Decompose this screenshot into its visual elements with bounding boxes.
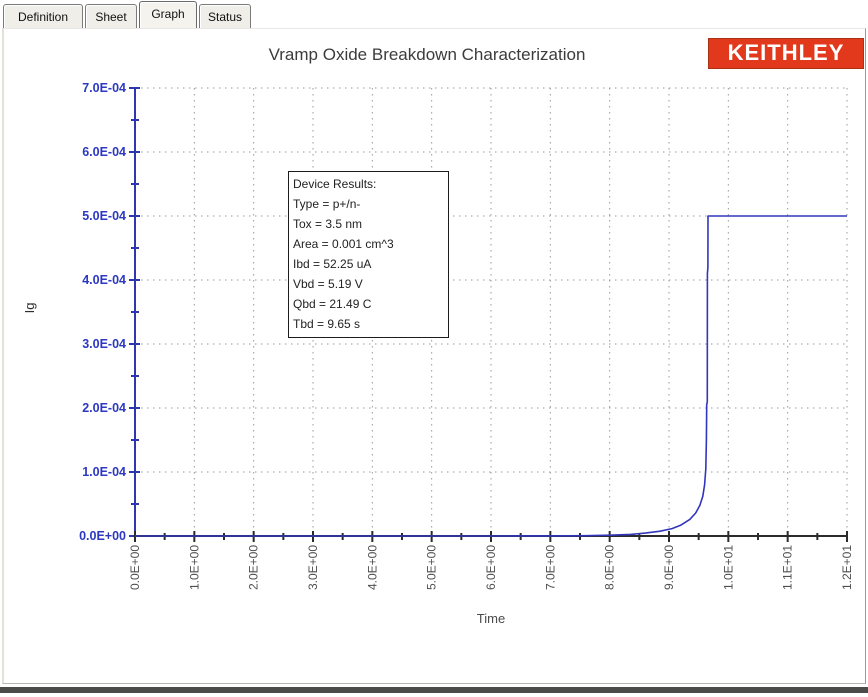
y-tick-label: 0.0E+00 xyxy=(79,529,126,543)
tab-definition[interactable]: Definition xyxy=(3,4,83,28)
x-axis-title: Time xyxy=(477,611,505,626)
tick-label-layer: 0.0E+00 1.0E-04 2.0E-04 3.0E-04 4.0E-04 5.0E-… xyxy=(79,81,854,590)
x-tick-label: 8.0E+00 xyxy=(603,545,617,590)
tab-status[interactable]: Status xyxy=(199,4,251,28)
x-tick-label: 0.0E+00 xyxy=(128,545,142,590)
x-tick-label: 9.0E+00 xyxy=(662,545,676,590)
annotation-line: Tbd = 9.65 s xyxy=(293,317,361,331)
annotation-line: Qbd = 21.49 C xyxy=(293,297,372,311)
x-tick-label: 4.0E+00 xyxy=(365,545,379,590)
y-tick-label: 5.0E-04 xyxy=(82,209,126,223)
series-layer xyxy=(135,215,847,537)
grid-layer xyxy=(135,87,848,536)
x-tick-label: 1.0E+01 xyxy=(721,545,735,590)
x-tick-label: 7.0E+00 xyxy=(543,545,557,590)
graph-panel: Vramp Oxide Breakdown Characterization K… xyxy=(2,28,866,684)
annotation-line: Device Results: xyxy=(293,177,377,191)
x-tick-label: 6.0E+00 xyxy=(484,545,498,590)
y-tick-label: 2.0E-04 xyxy=(82,401,126,415)
y-axis-title: Ig xyxy=(22,303,37,314)
y-tick-label: 4.0E-04 xyxy=(82,273,126,287)
tab-sheet[interactable]: Sheet xyxy=(85,4,137,28)
y-tick-label: 7.0E-04 xyxy=(82,81,126,95)
x-tick-label: 3.0E+00 xyxy=(306,545,320,590)
annotation-line: Area = 0.001 cm^3 xyxy=(293,237,394,251)
y-tick-label: 3.0E-04 xyxy=(82,337,126,351)
window-bottom-edge xyxy=(0,687,868,693)
data-series-ig xyxy=(135,215,847,537)
x-tick-label: 1.1E+01 xyxy=(781,545,795,590)
device-results-annotation: Device Results: Type = p+/n- Tox = 3.5 n… xyxy=(288,171,449,338)
x-tick-label: 5.0E+00 xyxy=(425,545,439,590)
annotation-line: Ibd = 52.25 uA xyxy=(293,257,372,271)
y-tick-label: 6.0E-04 xyxy=(82,145,126,159)
annotation-line: Type = p+/n- xyxy=(293,197,361,211)
y-tick-label: 1.0E-04 xyxy=(82,465,126,479)
keithley-logo: KEITHLEY xyxy=(708,38,864,69)
tab-strip: Definition Sheet Graph Status xyxy=(0,0,868,28)
axis-layer xyxy=(129,87,848,542)
annotation-line: Vbd = 5.19 V xyxy=(293,277,363,291)
chart-title: Vramp Oxide Breakdown Characterization xyxy=(268,45,586,64)
tab-graph[interactable]: Graph xyxy=(139,1,197,28)
x-tick-label: 2.0E+00 xyxy=(247,545,261,590)
x-tick-label: 1.2E+01 xyxy=(840,545,854,590)
chart-plot: 0.0E+00 1.0E-04 2.0E-04 3.0E-04 4.0E-04 5.0E-… xyxy=(22,81,854,626)
annotation-line: Tox = 3.5 nm xyxy=(293,217,363,231)
x-tick-label: 1.0E+00 xyxy=(187,545,201,590)
